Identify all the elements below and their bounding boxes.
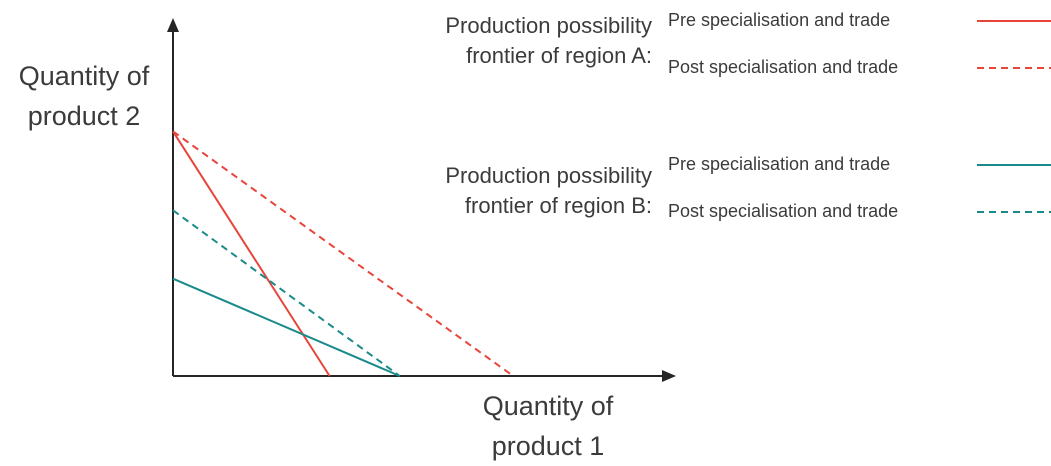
legend [977,20,1051,213]
legend-group-a-title-line-1: Production possibility [445,13,652,38]
legend-group-b-title: Production possibility frontier of regio… [380,161,652,221]
plot-area [172,130,514,377]
y-axis-arrow [167,18,179,32]
legend-group-b-title-line-2: frontier of region B: [464,193,652,218]
chart [167,18,1051,382]
x-axis-title-line-1: Quantity of [482,391,614,421]
axes [167,18,676,382]
legend-b-post-label: Post specialisation and trade [668,201,899,221]
legend-group-a-title-line-2: frontier of region A: [466,43,652,68]
legend-group-a-title: Production possibility frontier of regio… [380,11,652,71]
series-region-b-pre-line [172,277,401,377]
x-axis-title: Quantity of product 1 [468,386,628,466]
legend-b-pre-label: Pre specialisation and trade [668,154,891,174]
legend-group-b-title-line-1: Production possibility [445,163,652,188]
x-axis-arrow [662,370,676,382]
y-axis-title-line-2: product 2 [27,101,141,131]
y-axis-title: Quantity of product 2 [4,56,164,136]
legend-a-post-label: Post specialisation and trade [668,57,899,77]
series-region-a-post-line [172,130,514,377]
series-region-a-pre-line [172,130,331,377]
legend-a-pre-label: Pre specialisation and trade [668,10,891,30]
y-axis-title-line-1: Quantity of [18,61,150,91]
series-region-b-post-line [172,209,401,377]
x-axis-title-line-2: product 1 [491,431,605,461]
